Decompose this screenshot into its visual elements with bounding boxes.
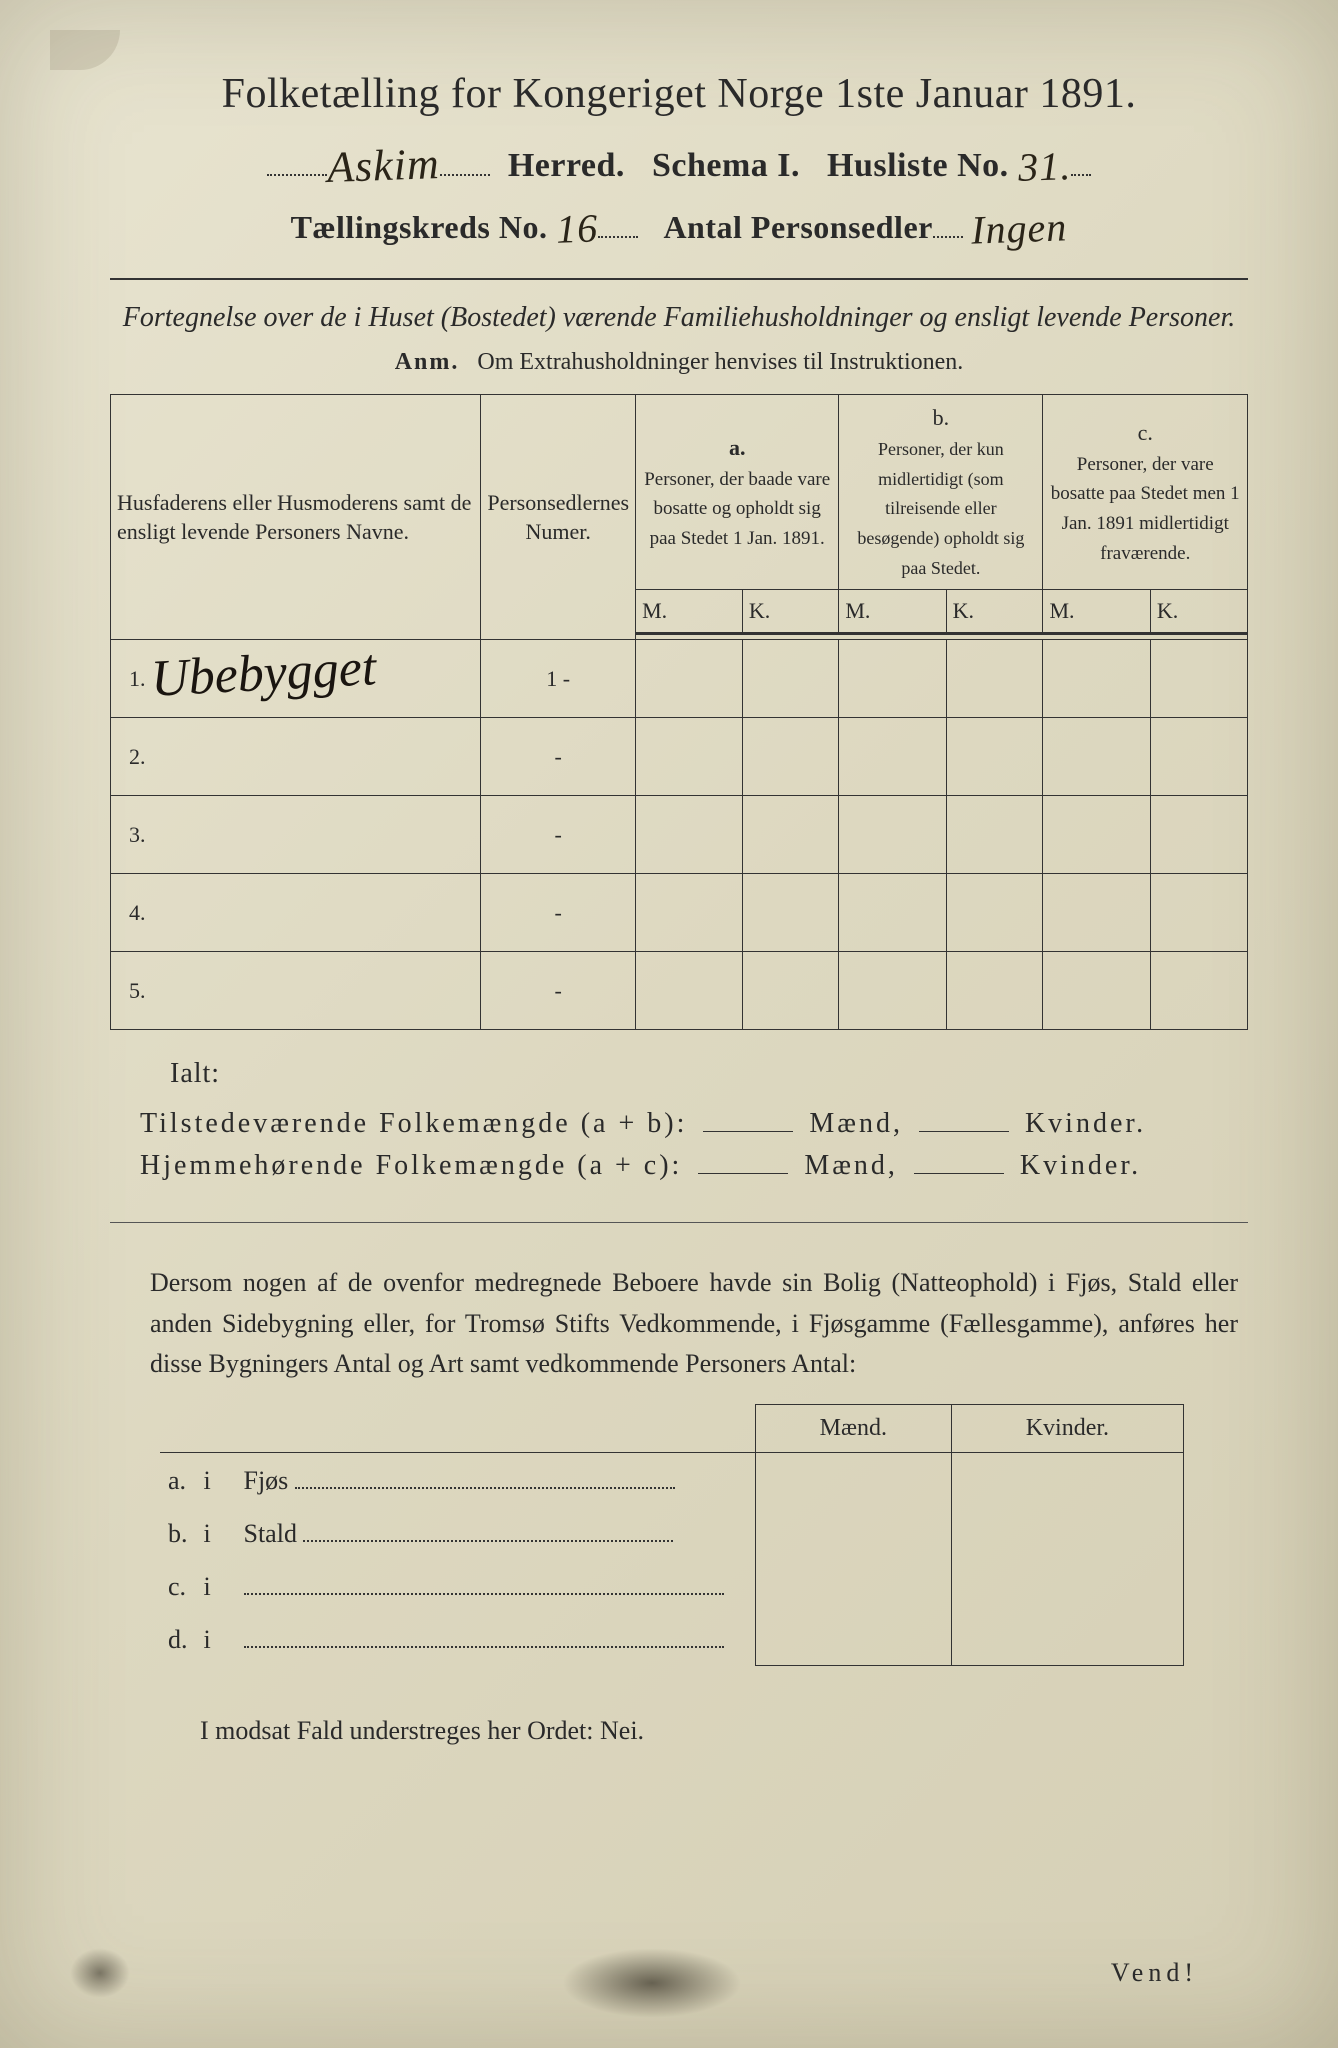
row-5-num: - bbox=[481, 952, 636, 1030]
building-paragraph: Dersom nogen af de ovenfor medregnede Be… bbox=[150, 1263, 1238, 1384]
kvinder-head: Kvinder. bbox=[951, 1405, 1184, 1453]
col-c-k: K. bbox=[1150, 590, 1247, 634]
col-b-m: M. bbox=[839, 590, 946, 634]
table-row: 1. Ubebygget 1 - bbox=[111, 640, 1248, 718]
antal-handwritten: Ingen bbox=[971, 203, 1069, 253]
row-4-num: - bbox=[481, 874, 636, 952]
vend-label: Vend! bbox=[1111, 1958, 1198, 1988]
anm-text: Om Extrahusholdninger henvises til Instr… bbox=[477, 349, 963, 375]
table-row: a. i Fjøs bbox=[160, 1453, 1184, 1507]
col-a-k: K. bbox=[742, 590, 838, 634]
divider bbox=[110, 278, 1248, 280]
row-4: 4. bbox=[111, 874, 481, 952]
table-row: 4. - bbox=[111, 874, 1248, 952]
ialt-label: Ialt: bbox=[170, 1058, 1248, 1090]
col-c-label: c. Personer, der vare bosatte paa Stedet… bbox=[1043, 395, 1248, 590]
row-3: 3. bbox=[111, 796, 481, 874]
summary-present: Tilstedeværende Folkemængde (a + b): Mæn… bbox=[140, 1108, 1248, 1140]
col-b-label: b. Personer, der kun midlertidigt (som t… bbox=[839, 395, 1043, 590]
maend-head: Mænd. bbox=[756, 1405, 952, 1453]
husliste-handwritten: 31. bbox=[1017, 142, 1072, 191]
col-num-header: Personsedlernes Numer. bbox=[481, 395, 636, 640]
summary-resident: Hjemmehørende Folkemængde (a + c): Mænd,… bbox=[140, 1150, 1248, 1182]
divider bbox=[110, 1222, 1248, 1223]
col-c-m: M. bbox=[1043, 590, 1150, 634]
herred-label: Herred. bbox=[508, 147, 625, 184]
col-a-m: M. bbox=[636, 590, 743, 634]
anm-line: Anm. Om Extrahusholdninger henvises til … bbox=[110, 349, 1248, 376]
stain-mark bbox=[562, 1948, 742, 2018]
col-b-k: K. bbox=[946, 590, 1043, 634]
col-a-label: a. Personer, der baade vare bosatte og o… bbox=[636, 395, 839, 590]
nei-line: I modsat Fald understreges her Ordet: Ne… bbox=[200, 1716, 1248, 1746]
kreds-handwritten: 16 bbox=[555, 204, 599, 252]
header-line-2: Tællingskreds No. 16 Antal Personsedler … bbox=[110, 201, 1248, 248]
row-1: 1. Ubebygget bbox=[111, 640, 481, 718]
table-row: 2. - bbox=[111, 718, 1248, 796]
building-table: Mænd. Kvinder. a. i Fjøs b. i Stald c. i… bbox=[160, 1404, 1184, 1666]
stain-mark bbox=[70, 1948, 130, 1998]
subtitle: Fortegnelse over de i Huset (Bostedet) v… bbox=[110, 298, 1248, 337]
anm-label: Anm. bbox=[395, 349, 460, 375]
kreds-label: Tællingskreds No. bbox=[291, 209, 548, 245]
row-1-num: 1 - bbox=[481, 640, 636, 718]
row-2-num: - bbox=[481, 718, 636, 796]
col-name-header: Husfaderens eller Husmoderens samt de en… bbox=[111, 395, 481, 640]
schema-label: Schema I. bbox=[652, 147, 800, 184]
table-row: 3. - bbox=[111, 796, 1248, 874]
census-form-page: Folketælling for Kongeriget Norge 1ste J… bbox=[0, 0, 1338, 2048]
row-2: 2. bbox=[111, 718, 481, 796]
table-row: d. i bbox=[160, 1612, 1184, 1665]
husliste-label: Husliste No. bbox=[827, 147, 1009, 184]
antal-label: Antal Personsedler bbox=[663, 209, 932, 245]
herred-handwritten: Askim bbox=[327, 138, 441, 193]
row-1-name-hw: Ubebygget bbox=[150, 638, 378, 709]
census-table: Husfaderens eller Husmoderens samt de en… bbox=[110, 394, 1248, 1030]
page-title: Folketælling for Kongeriget Norge 1ste J… bbox=[110, 70, 1248, 118]
table-row: 5. - bbox=[111, 952, 1248, 1030]
table-row: c. i bbox=[160, 1559, 1184, 1612]
header-line-1: Askim Herred. Schema I. Husliste No. 31. bbox=[110, 136, 1248, 187]
row-5: 5. bbox=[111, 952, 481, 1030]
table-row: b. i Stald bbox=[160, 1506, 1184, 1559]
row-3-num: - bbox=[481, 796, 636, 874]
